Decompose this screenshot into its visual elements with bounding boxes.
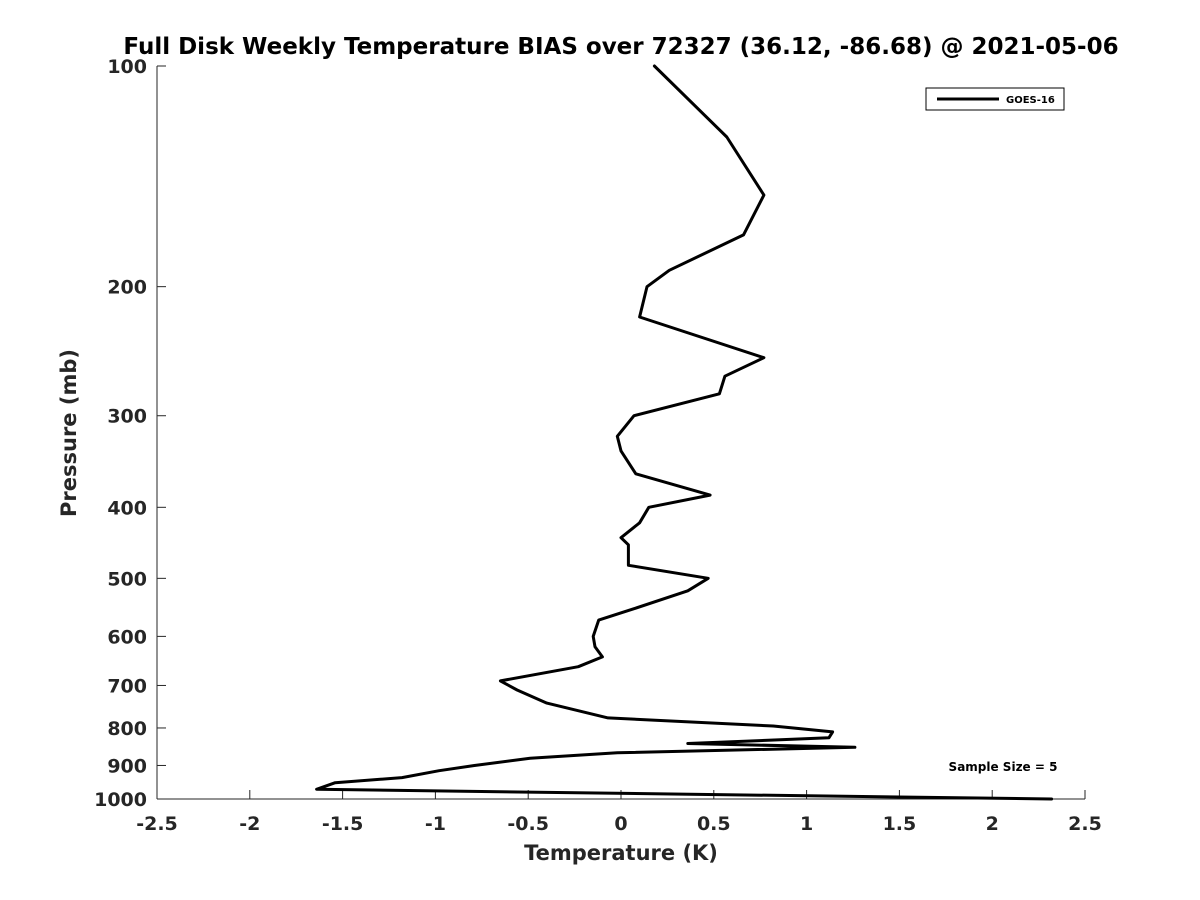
y-axis-ticks: 100 200 300 400 500 600 700 800 900 1000 — [94, 56, 166, 811]
y-tick-label: 500 — [107, 568, 147, 590]
series-layer — [315, 64, 1054, 801]
y-tick-label: 700 — [107, 675, 147, 697]
x-tick-label: -1.5 — [322, 813, 364, 835]
x-tick-label: 2 — [986, 813, 999, 835]
x-tick-label: 0.5 — [697, 813, 731, 835]
x-tick-label: -0.5 — [507, 813, 549, 835]
series-line-goes-16 — [315, 64, 1054, 801]
x-tick-label: 1 — [800, 813, 813, 835]
y-tick-label: 1000 — [94, 789, 147, 811]
x-axis-ticks: -2.5 -2 -1.5 -1 -0.5 0 0.5 1 1.5 2 2.5 — [136, 790, 1102, 835]
x-tick-label: -2 — [239, 813, 260, 835]
x-tick-label: 2.5 — [1068, 813, 1102, 835]
y-axis-label: Pressure (mb) — [57, 349, 81, 517]
y-tick-label: 100 — [107, 56, 147, 78]
x-tick-label: -1 — [425, 813, 446, 835]
legend-label-goes16: GOES-16 — [1006, 95, 1055, 106]
chart-title: Full Disk Weekly Temperature BIAS over 7… — [123, 34, 1118, 60]
sample-size-annotation: Sample Size = 5 — [949, 760, 1058, 774]
y-tick-label: 600 — [107, 626, 147, 648]
y-tick-label: 800 — [107, 718, 147, 740]
y-tick-label: 300 — [107, 406, 147, 428]
legend: GOES-16 — [925, 87, 1065, 111]
x-axis-label: Temperature (K) — [524, 841, 718, 865]
y-tick-label: 200 — [107, 277, 147, 299]
x-tick-label: 1.5 — [883, 813, 917, 835]
x-tick-label: 0 — [614, 813, 627, 835]
y-tick-label: 900 — [107, 755, 147, 777]
y-tick-label: 400 — [107, 497, 147, 519]
x-tick-label: -2.5 — [136, 813, 178, 835]
